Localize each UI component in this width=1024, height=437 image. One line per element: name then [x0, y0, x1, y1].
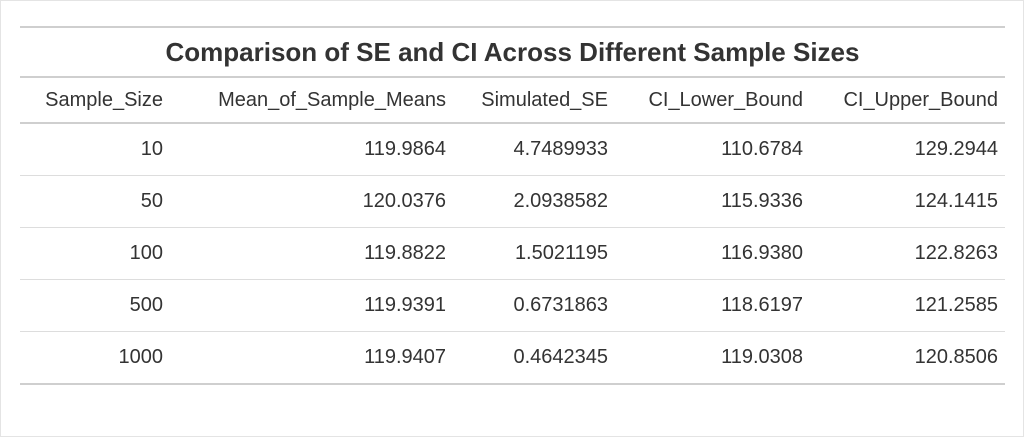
cell-sample-size: 100: [20, 227, 170, 280]
cell-ci-lower-bound: 110.6784: [615, 123, 810, 176]
column-header-simulated-se: Simulated_SE: [453, 77, 615, 124]
column-header-mean-of-sample-means: Mean_of_Sample_Means: [170, 77, 453, 124]
cell-sample-size: 50: [20, 175, 170, 228]
results-table: Comparison of SE and CI Across Different…: [20, 26, 1005, 385]
table-title: Comparison of SE and CI Across Different…: [20, 26, 1005, 78]
cell-ci-lower-bound: 119.0308: [615, 331, 810, 385]
table-row: 1000 119.9407 0.4642345 119.0308 120.850…: [20, 331, 1005, 385]
column-header-sample-size: Sample_Size: [20, 77, 170, 124]
cell-simulated-se: 4.7489933: [453, 123, 615, 176]
cell-ci-upper-bound: 122.8263: [810, 227, 1005, 280]
cell-ci-upper-bound: 120.8506: [810, 331, 1005, 385]
column-header-ci-lower-bound: CI_Lower_Bound: [615, 77, 810, 124]
cell-ci-lower-bound: 115.9336: [615, 175, 810, 228]
cell-sample-size: 500: [20, 279, 170, 332]
header-row: Sample_Size Mean_of_Sample_Means Simulat…: [20, 77, 1005, 124]
cell-simulated-se: 0.4642345: [453, 331, 615, 385]
cell-ci-lower-bound: 116.9380: [615, 227, 810, 280]
cell-mean-of-sample-means: 119.9391: [170, 279, 453, 332]
column-header-ci-upper-bound: CI_Upper_Bound: [810, 77, 1005, 124]
table-row: 100 119.8822 1.5021195 116.9380 122.8263: [20, 227, 1005, 280]
table-row: 50 120.0376 2.0938582 115.9336 124.1415: [20, 175, 1005, 228]
cell-ci-upper-bound: 129.2944: [810, 123, 1005, 176]
title-row: Comparison of SE and CI Across Different…: [20, 26, 1005, 78]
cell-ci-lower-bound: 118.6197: [615, 279, 810, 332]
cell-simulated-se: 2.0938582: [453, 175, 615, 228]
cell-ci-upper-bound: 124.1415: [810, 175, 1005, 228]
cell-sample-size: 10: [20, 123, 170, 176]
cell-mean-of-sample-means: 119.8822: [170, 227, 453, 280]
table-row: 500 119.9391 0.6731863 118.6197 121.2585: [20, 279, 1005, 332]
cell-sample-size: 1000: [20, 331, 170, 385]
cell-mean-of-sample-means: 119.9864: [170, 123, 453, 176]
cell-mean-of-sample-means: 120.0376: [170, 175, 453, 228]
cell-ci-upper-bound: 121.2585: [810, 279, 1005, 332]
cell-simulated-se: 1.5021195: [453, 227, 615, 280]
results-table-container: Comparison of SE and CI Across Different…: [20, 26, 1005, 385]
table-row: 10 119.9864 4.7489933 110.6784 129.2944: [20, 123, 1005, 176]
cell-simulated-se: 0.6731863: [453, 279, 615, 332]
cell-mean-of-sample-means: 119.9407: [170, 331, 453, 385]
